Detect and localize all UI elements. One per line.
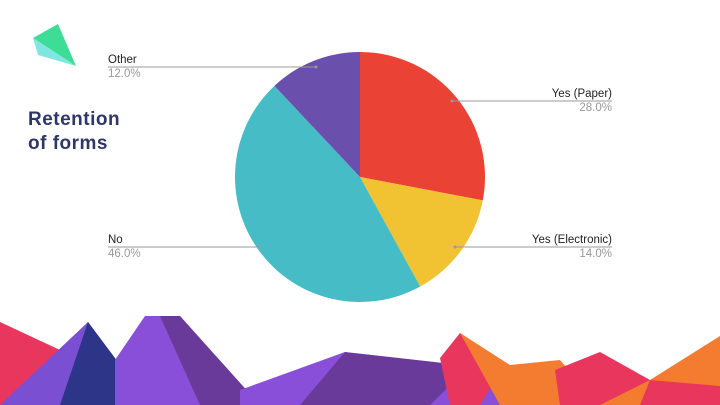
slice-label: Yes (Paper)	[552, 88, 612, 100]
decoration	[0, 24, 720, 405]
slice-value: 46.0%	[108, 248, 141, 260]
slice-value: 28.0%	[579, 102, 612, 114]
slice-label: Yes (Electronic)	[532, 234, 612, 246]
chart-title: Retention of forms	[28, 109, 120, 154]
leader-dot	[453, 245, 457, 249]
slice-label: No	[108, 234, 123, 246]
slice-value: 14.0%	[579, 248, 612, 260]
pie-slice	[235, 85, 421, 302]
pie-slice	[274, 52, 360, 177]
leader-dot	[450, 99, 454, 103]
pie-slice	[360, 52, 486, 201]
leader-dot	[314, 65, 318, 69]
pie-slice	[360, 177, 483, 287]
leader-dot	[258, 245, 262, 249]
slice-value: 12.0%	[108, 68, 141, 80]
slice-label: Other	[108, 54, 137, 66]
pie	[235, 52, 486, 302]
